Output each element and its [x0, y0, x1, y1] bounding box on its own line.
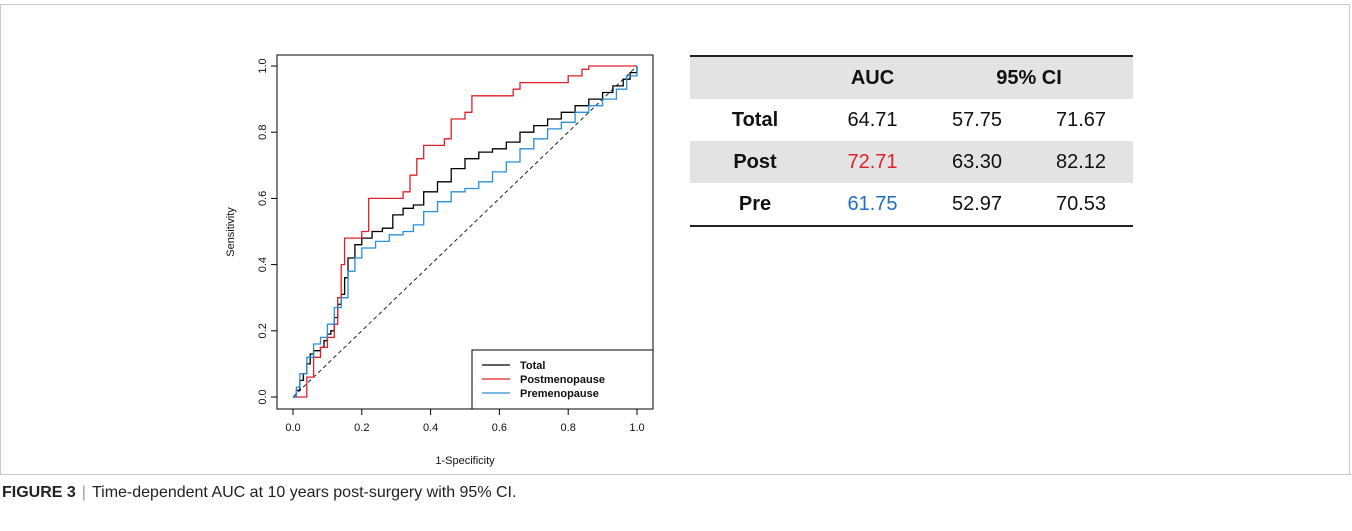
figure-frame: [0, 4, 1350, 474]
x-tick-label: 0.0: [285, 422, 300, 434]
y-axis-label: Sensitivity: [225, 207, 237, 257]
y-tick-label: 0.0: [257, 389, 269, 404]
row-label: Total: [731, 108, 779, 131]
y-tick-label: 0.4: [257, 257, 269, 272]
y-tick-label: 1.0: [257, 58, 269, 73]
ci-upper: 71.67: [1055, 108, 1107, 131]
ci-lower: 52.97: [951, 192, 1003, 215]
y-tick-label: 0.8: [257, 125, 269, 140]
auc-table: AUC 95% CI Total 64.71 57.75 71.67 Post …: [690, 55, 1133, 227]
caption-text: Time-dependent AUC at 10 years post-surg…: [91, 484, 517, 501]
y-tick-label: 0.6: [257, 191, 269, 206]
x-tick-label: 0.8: [561, 422, 576, 434]
y-tick-label: 0.2: [257, 323, 269, 338]
legend-label: Premenopause: [520, 388, 599, 400]
x-tick-label: 1.0: [629, 422, 644, 434]
figure-caption: FIGURE 3 | Time-dependent AUC at 10 years …: [2, 484, 516, 502]
x-tick-label: 0.6: [492, 422, 507, 434]
ci-lower: 57.75: [951, 108, 1003, 131]
auc-table-header-blank: [690, 56, 820, 99]
legend-label: Total: [520, 360, 545, 372]
ci-upper: 82.12: [1029, 141, 1133, 183]
series-line-postmenopause: [293, 65, 637, 398]
caption-label: FIGURE 3: [2, 484, 76, 501]
reference-diagonal: [292, 65, 638, 398]
auc-table-row-total: Total 64.71 57.75 71.67: [690, 99, 1133, 141]
auc-table-row-post: Post 72.71 63.30 82.12: [690, 141, 1133, 183]
legend-label: Postmenopause: [520, 374, 605, 386]
auc-value: 72.71: [820, 141, 925, 183]
plot-box: [276, 54, 654, 410]
auc-table-header-ci: 95% CI: [925, 56, 1133, 99]
auc-value: 64.71: [847, 108, 898, 131]
figure-frame-bottom-rule: [0, 474, 1352, 475]
ci-upper: 70.53: [1055, 192, 1107, 215]
auc-value: 61.75: [847, 192, 898, 215]
auc-table-header-auc: AUC: [820, 56, 925, 99]
x-tick-label: 0.2: [354, 422, 369, 434]
row-label: Pre: [738, 192, 772, 215]
row-label: Post: [690, 141, 820, 183]
x-axis-label: 1-Specificity: [435, 455, 495, 467]
auc-table-row-pre: Pre 61.75 52.97 70.53: [690, 183, 1133, 226]
auc-table-header-row: AUC 95% CI: [690, 56, 1133, 99]
ci-lower: 63.30: [925, 141, 1029, 183]
series-line-premenopause: [293, 66, 638, 398]
caption-separator: |: [81, 484, 86, 501]
x-tick-label: 0.4: [423, 422, 438, 434]
